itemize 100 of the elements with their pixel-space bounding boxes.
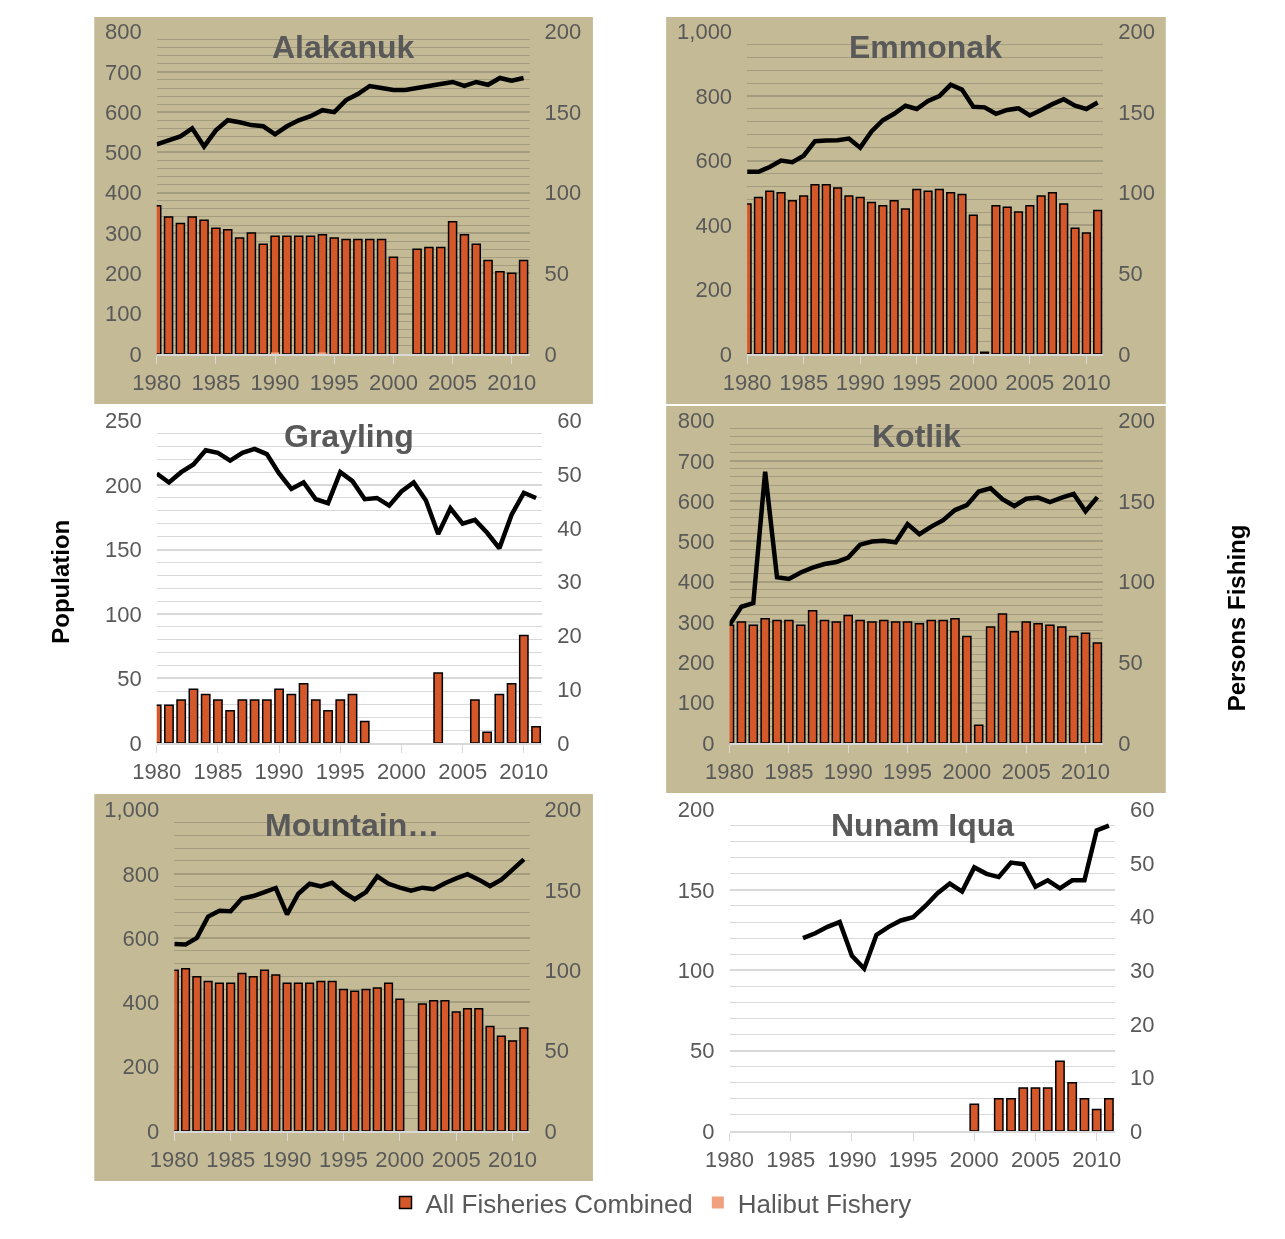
bar	[376, 238, 387, 354]
chart-title: Grayling	[284, 418, 414, 454]
bar	[316, 980, 326, 1131]
y2-tick-label: 50	[1130, 850, 1155, 876]
y-tick-label: 600	[695, 148, 733, 174]
bar	[361, 988, 371, 1131]
y-tick-label: 0	[129, 730, 142, 756]
x-tick-label: 2010	[499, 759, 549, 785]
bar	[934, 188, 944, 354]
y-tick-label: 500	[105, 140, 142, 166]
bar	[298, 683, 309, 743]
legend-label: Halibut Fishery	[737, 1188, 912, 1219]
bar	[1047, 192, 1058, 354]
bar	[810, 183, 820, 354]
bar	[787, 200, 797, 354]
y-tick-label: 0	[702, 730, 715, 756]
chart-title: Mountain…	[265, 807, 440, 843]
x-tick-label: 2010	[1061, 759, 1110, 785]
bar	[914, 622, 925, 743]
line-series	[747, 82, 1100, 175]
chart-title: Alakanuk	[272, 29, 415, 65]
bar	[506, 683, 517, 743]
bar	[912, 188, 922, 354]
y-tick-label: 500	[677, 529, 715, 555]
bar	[531, 726, 541, 743]
bar	[923, 190, 933, 354]
y-tick-label: 1,000	[677, 19, 733, 45]
x-tick-label: 1990	[827, 1147, 877, 1173]
y-tick-label: 100	[677, 957, 715, 983]
bar	[1033, 622, 1043, 743]
chart-title: Kotlik	[872, 418, 962, 454]
y-tick-label: 200	[677, 797, 715, 823]
bar	[1002, 206, 1012, 354]
x-tick-label: 1995	[888, 1147, 938, 1173]
bar	[188, 688, 199, 743]
bar	[957, 193, 967, 354]
y2-axis-title: Persons Fishing	[1222, 524, 1250, 712]
y2-tick-label: 200	[1118, 19, 1156, 45]
y2-tick-label: 30	[1130, 957, 1155, 983]
bar	[1080, 632, 1091, 743]
bar	[286, 693, 297, 743]
y-tick-label: 700	[105, 59, 142, 85]
bar	[991, 204, 1001, 354]
bar	[282, 235, 292, 354]
bar	[482, 731, 493, 743]
y2-tick-label: 200	[544, 797, 582, 823]
bar	[353, 238, 363, 354]
bar	[1036, 195, 1046, 354]
x-tick-label: 2000	[376, 759, 426, 785]
bar	[258, 243, 268, 354]
bar	[234, 237, 245, 354]
bar	[305, 235, 316, 354]
bar	[1006, 1098, 1016, 1131]
bar	[799, 195, 809, 354]
bar	[248, 975, 258, 1131]
bar	[412, 248, 422, 354]
bar	[440, 1000, 450, 1131]
bar	[1055, 1060, 1065, 1131]
bar	[518, 259, 529, 354]
bar	[395, 998, 405, 1131]
bar	[424, 246, 434, 354]
x-tick-label: 2010	[488, 1147, 538, 1173]
bar	[483, 259, 493, 354]
bar	[1042, 1087, 1053, 1131]
bar	[508, 1040, 518, 1131]
bar	[506, 272, 517, 354]
bar	[459, 233, 470, 354]
bar	[844, 195, 854, 354]
y2-tick-label: 50	[1118, 261, 1143, 287]
bar	[259, 969, 270, 1131]
bar	[997, 613, 1008, 743]
y-axis-title: Population	[47, 519, 75, 644]
bar	[237, 699, 248, 743]
bar	[772, 619, 782, 743]
x-tick-label: 2000	[368, 370, 418, 396]
bar	[462, 1008, 473, 1131]
bar	[417, 1003, 427, 1131]
y2-tick-label: 200	[1118, 408, 1156, 434]
x-tick-label: 1980	[722, 370, 772, 396]
bar	[271, 974, 281, 1131]
bar	[433, 672, 444, 743]
bar	[429, 1000, 439, 1131]
bar	[246, 232, 257, 354]
bar	[832, 187, 843, 354]
bar	[1079, 1098, 1090, 1131]
y2-tick-label: 50	[544, 261, 569, 287]
x-tick-label: 1995	[892, 370, 942, 396]
y-tick-label: 600	[677, 488, 715, 514]
bar	[518, 634, 529, 743]
x-tick-label: 1985	[766, 1147, 816, 1173]
bar	[879, 619, 889, 743]
bar	[889, 200, 899, 354]
x-tick-label: 1990	[262, 1147, 312, 1173]
bar	[225, 709, 236, 743]
bar	[784, 619, 794, 743]
y2-tick-label: 0	[544, 1118, 557, 1144]
y-tick-label: 200	[695, 277, 733, 303]
x-tick-label: 1980	[132, 759, 182, 785]
bar	[310, 699, 321, 743]
bar	[350, 990, 360, 1131]
